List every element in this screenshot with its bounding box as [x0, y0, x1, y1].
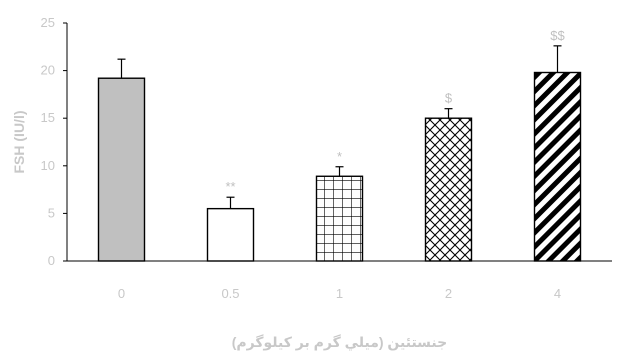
- bar-4: [533, 71, 582, 262]
- significance-label-4: $$: [550, 28, 565, 43]
- y-tick-label: 20: [41, 63, 55, 78]
- x-tick-label-2: 2: [445, 286, 452, 301]
- x-tick-label-4: 4: [554, 286, 561, 301]
- labels: 0 5 10 15 20 25 FSH (IU/l) 0 ** 0.5 * 1 $2 $$ 4 جنستئين…: [11, 15, 565, 351]
- y-axis-title: FSH (IU/l): [11, 111, 27, 174]
- y-tick-label: 10: [41, 158, 55, 173]
- significance-label-2: $: [445, 91, 453, 106]
- bar-2: [424, 117, 473, 262]
- bar-0: [97, 77, 146, 262]
- bar-1: [315, 175, 364, 262]
- significance-label-1: *: [337, 149, 342, 164]
- y-tick-label: 0: [48, 253, 55, 268]
- x-axis-title: جنستئين (ميلي گرم بر کيلوگرم): [232, 334, 447, 351]
- bars: [97, 45, 582, 262]
- x-tick-label-1: 1: [336, 286, 343, 301]
- significance-label-0.5: **: [225, 179, 235, 194]
- x-tick-label-0.5: 0.5: [221, 286, 239, 301]
- y-tick-label: 5: [48, 205, 55, 220]
- x-tick-label-0: 0: [118, 286, 125, 301]
- bar-0.5: [206, 207, 255, 262]
- y-tick-label: 15: [41, 110, 55, 125]
- y-tick-label: 25: [41, 15, 55, 30]
